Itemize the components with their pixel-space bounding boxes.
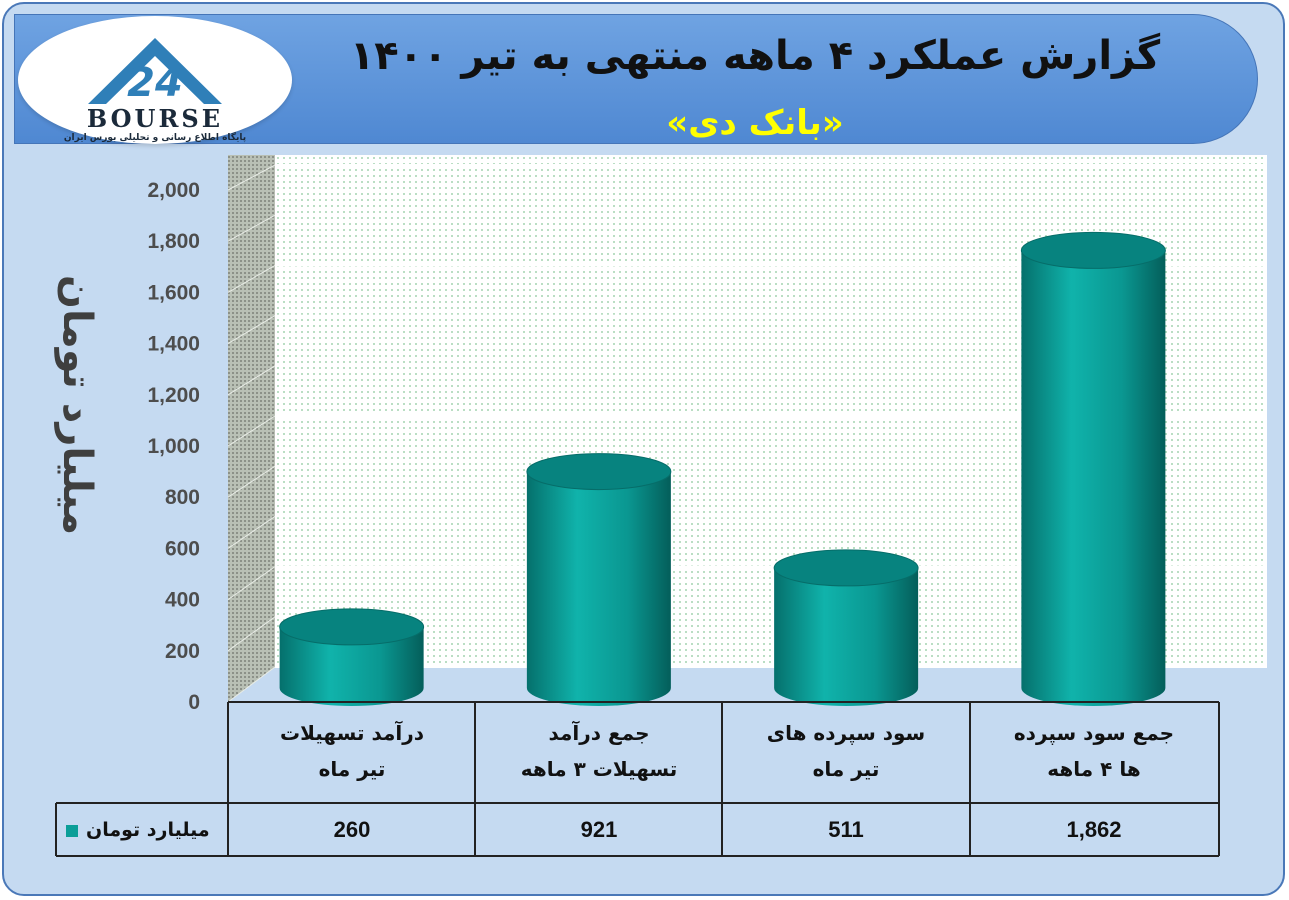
bar-body bbox=[526, 471, 671, 706]
chart-subtitle: «بانک دی» bbox=[666, 103, 844, 143]
bar-top bbox=[1020, 231, 1166, 269]
y-tick-label: 1,000 bbox=[147, 435, 200, 458]
gridline-side bbox=[227, 666, 276, 703]
bar-body bbox=[279, 626, 424, 706]
logo-mark-icon: 24 bbox=[88, 38, 222, 106]
chart-title: گزارش عملکرد ۴ ماهه منتهی به تیر ۱۴۰۰ bbox=[349, 33, 1161, 79]
y-tick-label: 800 bbox=[165, 486, 200, 509]
y-axis-ticks: 0 200 400 600 800 1,000 1,200 1,400 1,600 1,800 2,… bbox=[147, 179, 200, 714]
legend-cell: میلیارد تومان bbox=[58, 806, 228, 854]
y-tick-label: 0 bbox=[188, 691, 200, 714]
logo-tagline: پایگاه اطلاع رسانی و تحلیلی بورس ایران bbox=[63, 133, 247, 143]
gridline-side bbox=[227, 465, 276, 498]
data-table-lines bbox=[55, 701, 1220, 857]
gridline-side bbox=[227, 566, 276, 601]
y-tick-label: 200 bbox=[165, 640, 200, 663]
bar-top bbox=[526, 453, 672, 491]
legend-swatch bbox=[66, 824, 78, 837]
gridline-side bbox=[227, 164, 276, 191]
bar-body bbox=[774, 567, 919, 706]
logo-number: 24 bbox=[127, 60, 183, 106]
gridline-side bbox=[227, 315, 276, 345]
bar bbox=[773, 549, 919, 706]
gridline-side bbox=[227, 264, 276, 293]
side-wall bbox=[228, 155, 275, 702]
bars bbox=[279, 231, 1166, 706]
y-tick-label: 400 bbox=[165, 589, 200, 612]
y-tick-label: 600 bbox=[165, 537, 200, 560]
bar bbox=[526, 453, 672, 706]
legend-label: میلیارد تومان bbox=[86, 819, 210, 841]
y-tick-label: 2,000 bbox=[147, 179, 200, 202]
logo-roof-shape bbox=[88, 38, 222, 104]
y-tick-label: 1,800 bbox=[147, 230, 200, 253]
gridline-side bbox=[227, 415, 276, 447]
gridline-side bbox=[227, 214, 276, 242]
y-tick-label: 1,600 bbox=[147, 281, 200, 304]
gridline-side bbox=[227, 515, 276, 549]
bar-top bbox=[773, 549, 919, 587]
y-tick-label: 1,200 bbox=[147, 384, 200, 407]
bar-body bbox=[1021, 250, 1166, 706]
bourse24-logo: 24 BOURSE پایگاه اطلاع رسانی و تحلیلی بو… bbox=[18, 16, 292, 144]
y-tick-label: 1,400 bbox=[147, 333, 200, 356]
logo-wordmark: BOURSE bbox=[86, 104, 224, 133]
gridline-side bbox=[227, 365, 276, 396]
bar bbox=[279, 608, 425, 706]
bar-top bbox=[279, 608, 425, 646]
bar bbox=[1020, 231, 1166, 706]
gridline-side bbox=[227, 616, 276, 652]
